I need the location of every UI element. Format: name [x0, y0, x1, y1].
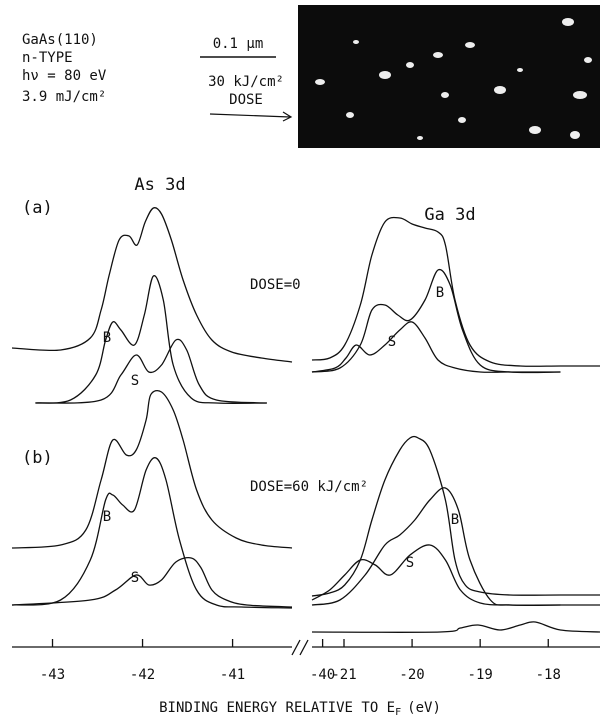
panel-label: (b) — [22, 448, 53, 468]
stm-image — [298, 5, 600, 148]
x-tick-label: -40 — [310, 667, 335, 683]
sample-label: hν = 80 eV — [22, 68, 107, 84]
x-axis-label-text: BINDING ENERGY RELATIVE TO E — [159, 700, 395, 716]
x-axis-label: BINDING ENERGY RELATIVE TO EF (eV) — [159, 700, 441, 718]
spectrum-curve — [35, 275, 267, 405]
component-label: S — [131, 570, 139, 586]
spectrum-curve — [311, 487, 600, 607]
x-tick-label: -18 — [536, 667, 561, 683]
spectrum-curve — [311, 268, 561, 374]
component-label: B — [103, 330, 111, 346]
panel-title: Ga 3d — [424, 205, 475, 225]
spectrum-curve — [11, 206, 293, 363]
x-tick-label: -42 — [130, 667, 155, 683]
spectrum-curve — [11, 389, 293, 549]
sample-label: GaAs(110) — [22, 32, 98, 48]
x-tick-label: -20 — [399, 667, 424, 683]
spectrum-curve — [311, 216, 600, 367]
panel-label: (a) — [22, 198, 53, 218]
arrow-head — [282, 111, 293, 122]
scale-bar-label: 0.1 μm — [213, 36, 264, 52]
arrow — [209, 113, 291, 118]
component-label: B — [103, 509, 111, 525]
x-tick-label: -21 — [331, 667, 356, 683]
spectrum-curve — [311, 621, 600, 633]
dose-label: DOSE=60 kJ/cm² — [250, 479, 368, 495]
dose-note: DOSE — [229, 92, 263, 108]
dose-note: 30 kJ/cm² — [208, 74, 284, 90]
spectrum-curve — [11, 557, 293, 608]
spectrum-curve — [311, 435, 600, 597]
axis-break — [291, 639, 309, 656]
spectrum-curve — [35, 338, 267, 404]
sample-label: n-TYPE — [22, 50, 73, 66]
component-label: S — [388, 334, 396, 350]
spectrum-curve — [11, 457, 293, 609]
spectrum-curve — [311, 544, 561, 606]
x-axis-label-unit: (eV) — [407, 700, 441, 716]
x-tick-label: -19 — [468, 667, 493, 683]
spectrum-curve — [311, 321, 561, 373]
panel-title: As 3d — [134, 175, 185, 195]
component-label: B — [436, 285, 444, 301]
dose-label: DOSE=0 — [250, 277, 301, 293]
x-tick-label: -43 — [40, 667, 65, 683]
component-label: S — [406, 555, 414, 571]
component-label: S — [131, 373, 139, 389]
x-tick-label: -41 — [220, 667, 245, 683]
sample-label: 3.9 mJ/cm² — [22, 89, 106, 105]
x-axis-label-subscript: F — [395, 707, 401, 718]
component-label: B — [451, 512, 459, 528]
